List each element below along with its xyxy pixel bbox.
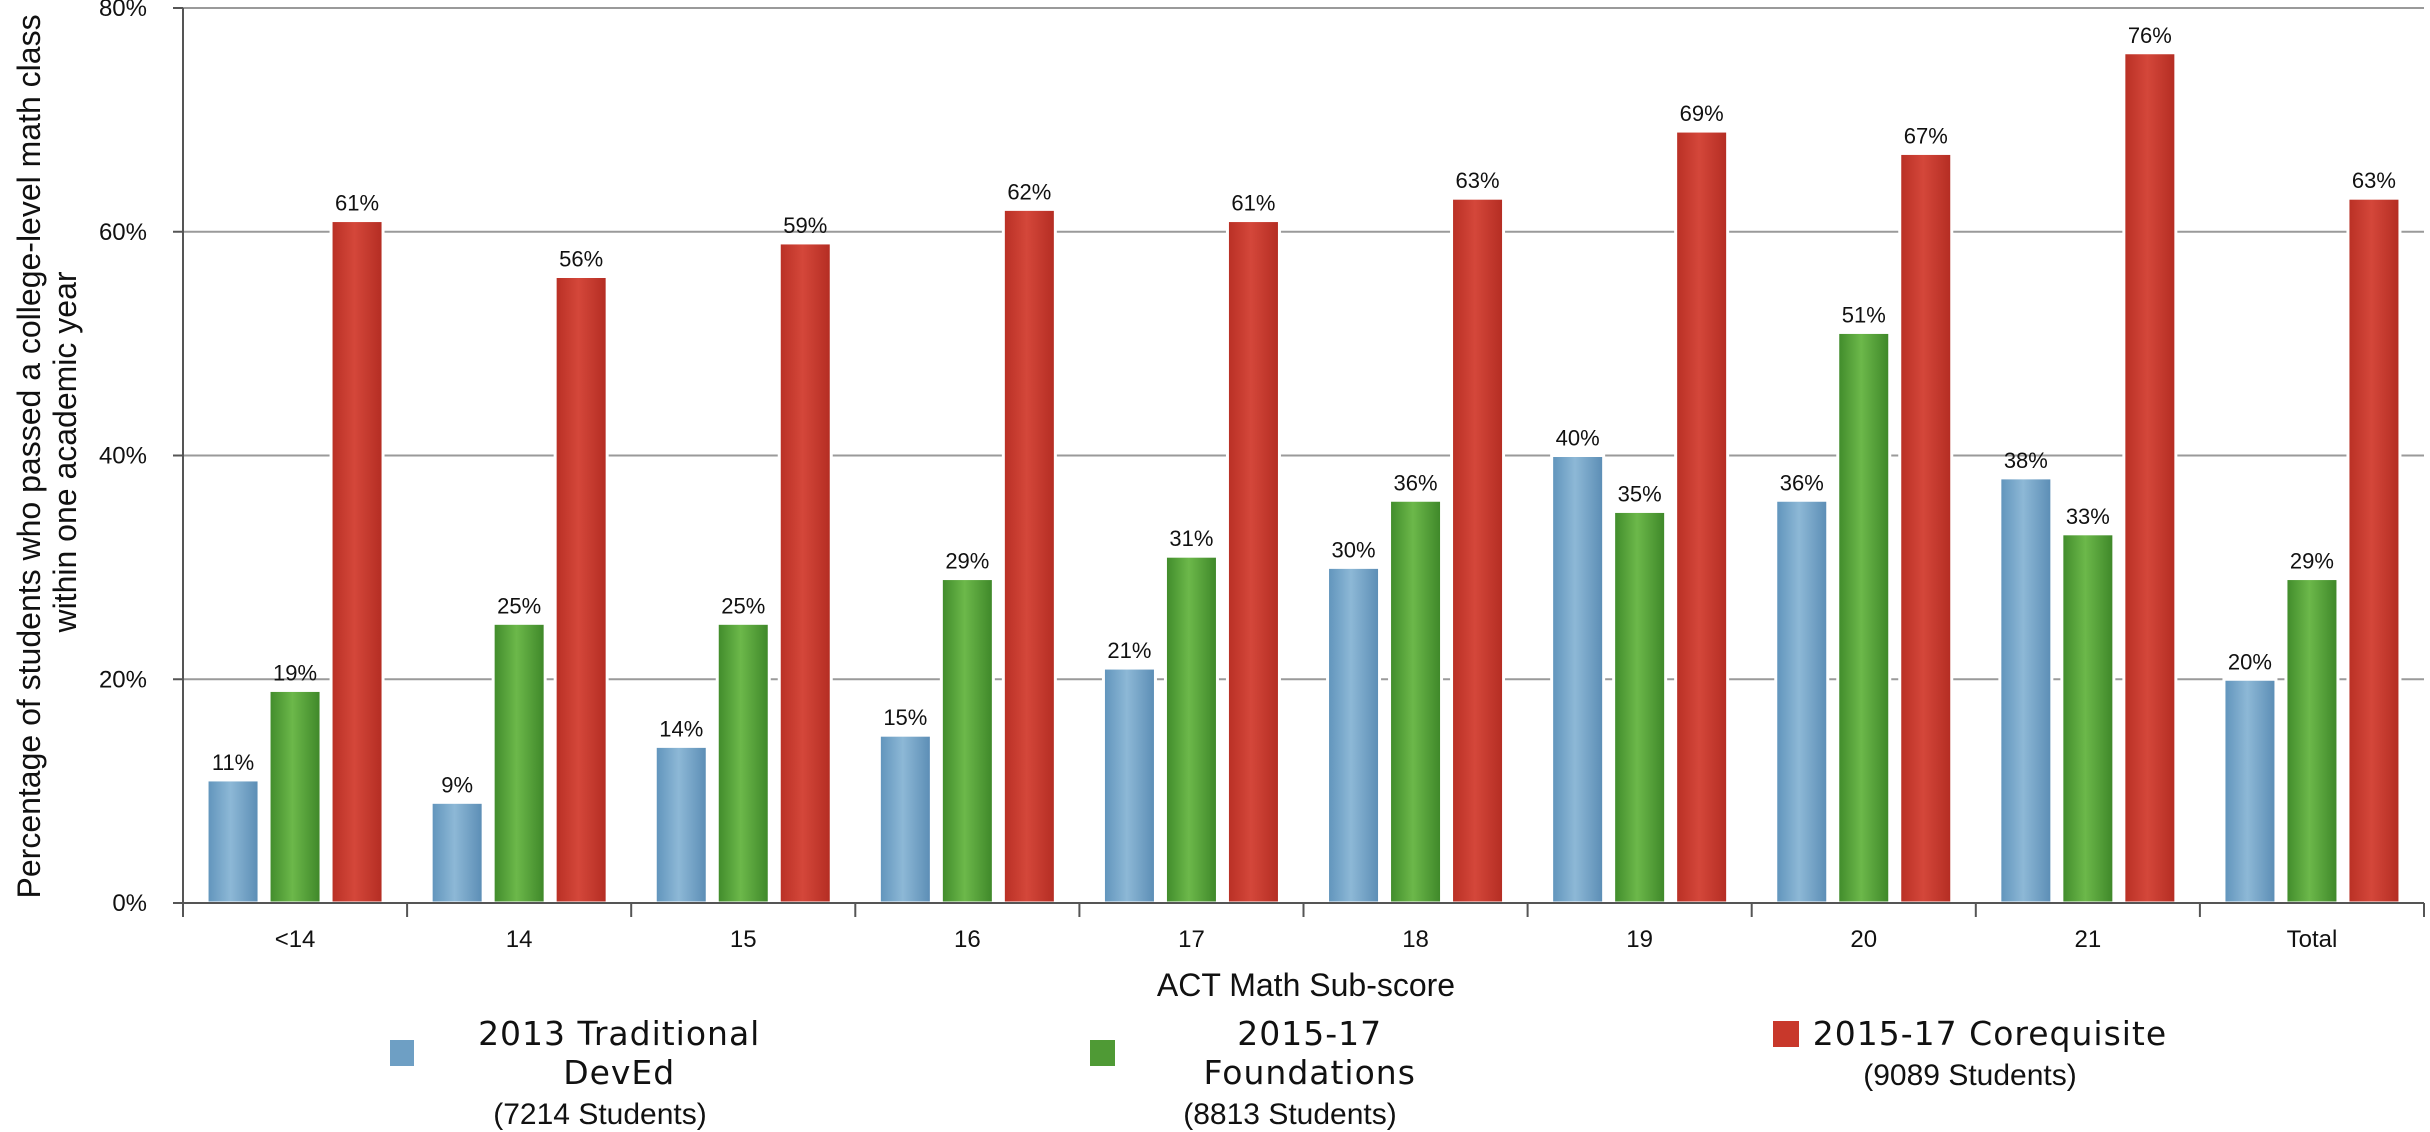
bar-traditional	[429, 800, 485, 905]
data-label-corequisite: 61%	[335, 191, 379, 216]
bar-corequisite	[1001, 207, 1057, 905]
data-label-traditional: 9%	[441, 772, 473, 797]
legend-item-foundations: 2015-17 Foundations (8813 Students)	[1090, 1014, 1490, 1132]
bar-foundations	[1388, 498, 1444, 905]
bar-corequisite	[1898, 151, 1954, 905]
x-axis-title: ACT Math Sub-score	[1157, 967, 1455, 1003]
data-label-corequisite: 67%	[1904, 123, 1948, 148]
bar-foundations	[267, 688, 323, 905]
x-tick-label: 14	[506, 926, 533, 953]
x-tick-label: 16	[954, 926, 981, 953]
y-axis-title-line-1: Percentage of students who passed a coll…	[11, 14, 47, 898]
bar-foundations	[1612, 509, 1668, 905]
data-label-foundations: 33%	[2066, 504, 2110, 529]
data-label-foundations: 19%	[273, 660, 317, 685]
y-axis-title-line-2: within one academic year	[47, 271, 83, 633]
legend-swatch-traditional	[390, 1040, 415, 1066]
bar-foundations	[2284, 577, 2340, 905]
data-label-traditional: 11%	[212, 750, 254, 775]
x-tick-label: 15	[730, 926, 757, 953]
legend-swatch-foundations	[1090, 1040, 1116, 1066]
y-tick-label: 0%	[112, 890, 147, 917]
bar-traditional	[877, 733, 933, 905]
bar-foundations	[1836, 330, 1892, 905]
data-label-foundations: 35%	[1618, 481, 1662, 506]
data-label-traditional: 14%	[659, 716, 703, 741]
legend: 2013 Traditional DevEd (7214 Students) 2…	[0, 1014, 2430, 1131]
data-label-corequisite: 63%	[2352, 168, 2396, 193]
bar-foundations	[1163, 554, 1219, 905]
bar-corequisite	[1450, 196, 1506, 905]
data-label-corequisite: 69%	[1680, 101, 1724, 126]
bar-corequisite	[1225, 219, 1281, 905]
x-tick-label: Total	[2287, 926, 2338, 953]
bar-corequisite	[2122, 51, 2178, 905]
x-tick-label: 20	[1850, 926, 1877, 953]
data-label-foundations: 51%	[1842, 302, 1886, 327]
bar-traditional	[1101, 666, 1157, 905]
legend-label-corequisite: 2015-17 Corequisite	[1812, 1014, 2168, 1053]
bar-corequisite	[1674, 129, 1730, 905]
y-axis-ticks: 0% 20% 40% 60% 80%	[99, 0, 183, 917]
y-tick-label: 80%	[99, 0, 147, 22]
bar-corequisite	[553, 275, 609, 905]
x-tick-label: <14	[275, 926, 316, 953]
bar-chart: 0% 20% 40% 60% 80% 11% 19% 61% 9% 25% 56% 14% 25% 59…	[11, 0, 2425, 1003]
data-label-traditional: 15%	[883, 705, 927, 730]
bar-traditional	[1326, 565, 1382, 905]
y-tick-label: 60%	[99, 219, 147, 246]
data-label-corequisite: 62%	[1007, 179, 1051, 204]
legend-label-traditional: 2013 Traditional DevEd	[478, 1014, 761, 1092]
data-label-foundations: 25%	[497, 593, 541, 618]
data-label-foundations: 25%	[721, 593, 765, 618]
bars	[205, 51, 2402, 905]
x-tick-label: 18	[1402, 926, 1429, 953]
data-label-corequisite: 63%	[1456, 168, 1500, 193]
bar-corequisite	[329, 219, 385, 905]
bar-traditional	[2222, 677, 2278, 905]
data-label-corequisite: 59%	[783, 213, 827, 238]
bar-corequisite	[777, 241, 833, 905]
data-label-traditional: 21%	[1107, 638, 1151, 663]
legend-swatch-corequisite	[1772, 1020, 1799, 1047]
legend-item-corequisite: 2015-17 Corequisite (9089 Students)	[1770, 1014, 2170, 1093]
bar-traditional	[1550, 454, 1606, 905]
bar-corequisite	[2346, 196, 2402, 905]
data-label-foundations: 36%	[1394, 470, 1438, 495]
bar-foundations	[2060, 532, 2116, 905]
data-label-corequisite: 56%	[559, 247, 603, 272]
legend-label-foundations: 2015-17 Foundations	[1203, 1014, 1416, 1092]
legend-sub-foundations: (8813 Students)	[1183, 1098, 1397, 1131]
bar-traditional	[1774, 498, 1830, 905]
data-label-traditional: 40%	[1556, 426, 1600, 451]
bar-traditional	[205, 778, 261, 905]
legend-item-traditional: 2013 Traditional DevEd (7214 Students)	[390, 1014, 810, 1132]
bar-foundations	[715, 621, 771, 905]
data-labels: 11% 19% 61% 9% 25% 56% 14% 25% 59% 15% 29% 62% 21% 31…	[212, 23, 2396, 798]
data-label-foundations: 29%	[945, 549, 989, 574]
legend-sub-corequisite: (9089 Students)	[1863, 1059, 2077, 1092]
x-tick-label: 19	[1626, 926, 1653, 953]
bar-traditional	[1998, 476, 2054, 905]
data-label-corequisite: 61%	[1231, 191, 1275, 216]
y-axis-title: Percentage of students who passed a coll…	[11, 6, 83, 899]
y-tick-label: 40%	[99, 443, 147, 470]
data-label-traditional: 36%	[1780, 470, 1824, 495]
x-tick-label: 21	[2074, 926, 2101, 953]
data-label-foundations: 29%	[2290, 549, 2334, 574]
data-label-foundations: 31%	[1169, 526, 1213, 551]
data-label-traditional: 38%	[2004, 448, 2048, 473]
data-label-corequisite: 76%	[2128, 23, 2172, 48]
legend-sub-traditional: (7214 Students)	[493, 1098, 707, 1131]
x-axis-ticks: <14 14 15 16 17 18 19 20 21 Total	[182, 903, 2425, 953]
bar-foundations	[939, 577, 995, 905]
data-label-traditional: 20%	[2228, 649, 2272, 674]
bar-traditional	[653, 744, 709, 905]
x-tick-label: 17	[1178, 926, 1205, 953]
data-label-traditional: 30%	[1332, 537, 1376, 562]
y-tick-label: 20%	[99, 666, 147, 693]
bar-foundations	[491, 621, 547, 905]
